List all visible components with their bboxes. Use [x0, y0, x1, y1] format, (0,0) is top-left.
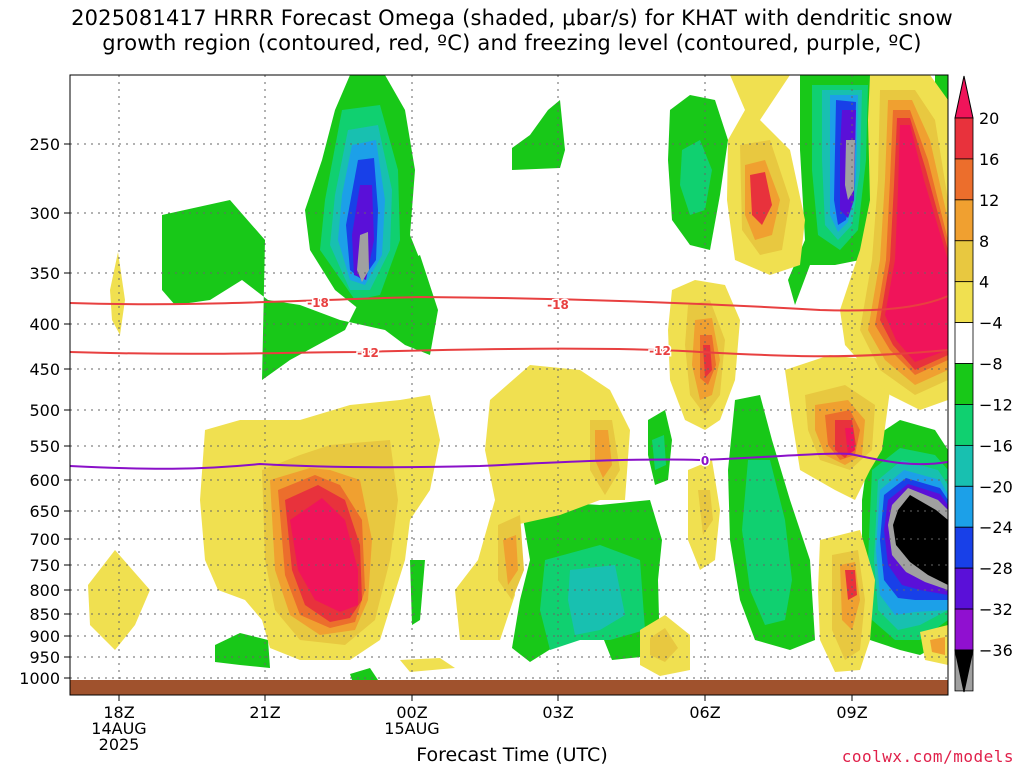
omega-region	[410, 560, 425, 625]
contour-label: 0	[701, 454, 709, 468]
y-tick-label: 850	[29, 605, 60, 624]
omega-region	[845, 140, 855, 200]
colorbar-segment	[954, 608, 974, 651]
colorbar-segment	[954, 567, 974, 610]
omega-region	[930, 637, 945, 655]
omega-region	[652, 435, 666, 470]
y-tick-label: 350	[29, 264, 60, 283]
colorbar-label: −32	[979, 600, 1013, 619]
colorbar-label: −8	[979, 355, 1003, 374]
x-tick-label: 03Z	[542, 703, 573, 722]
contour-line	[70, 295, 948, 312]
colorbar-segment	[954, 117, 974, 160]
x-tick-label: 06Z	[689, 703, 720, 722]
colorbar-label: 16	[979, 150, 999, 169]
y-tick-label: 300	[29, 204, 60, 223]
contour-line	[70, 452, 948, 470]
credit-link[interactable]: coolwx.com/models	[841, 747, 1014, 766]
colorbar-label: −20	[979, 477, 1013, 496]
omega-region	[650, 628, 678, 662]
colorbar-segment	[954, 240, 974, 283]
omega-region	[698, 490, 713, 535]
colorbar-label: −12	[979, 395, 1013, 414]
omega-region	[400, 658, 455, 672]
colorbar-segment	[954, 363, 974, 405]
colorbar-segment	[954, 199, 974, 242]
omega-region	[503, 535, 518, 585]
chart-title: 2025081417 HRRR Forecast Omega (shaded, …	[71, 6, 953, 55]
omega-region	[290, 498, 358, 612]
colorbar-segment	[954, 404, 974, 446]
colorbar-label: 4	[979, 273, 989, 292]
omega-region	[680, 140, 712, 215]
contour-label: -18	[547, 298, 569, 312]
y-tick-label: 750	[29, 556, 60, 575]
plot-frame	[69, 74, 949, 696]
omega-region	[885, 125, 948, 362]
colorbar-segment	[954, 158, 974, 201]
colorbar-segment	[954, 526, 974, 569]
colorbar-label: 20	[979, 109, 999, 128]
omega-region	[845, 570, 857, 600]
omega-region	[742, 460, 792, 625]
colorbar: 20 16 12 8 4 −4 −8 −12 −16 −20 −24 −28 −32 −36	[954, 75, 1013, 693]
contour-label: -18	[307, 296, 329, 310]
omega-region	[750, 172, 772, 225]
y-tick-label: 400	[29, 315, 60, 334]
y-tick-label: 800	[29, 581, 60, 600]
contour-line	[70, 347, 948, 358]
x-tick-label: 21Z	[249, 703, 280, 722]
omega-region	[568, 565, 625, 635]
y-tick-label: 500	[29, 401, 60, 420]
grid	[70, 75, 948, 680]
contour-label: -12	[649, 344, 671, 358]
y-tick-label: 900	[29, 627, 60, 646]
colorbar-segment	[954, 322, 974, 364]
omega-region	[595, 430, 612, 478]
colorbar-label: −24	[979, 518, 1013, 537]
x-tick-label: 00Z	[396, 703, 427, 722]
omega-region	[215, 633, 270, 668]
contours: -18 -18 -12 -12 0	[70, 295, 948, 470]
omega-region	[350, 668, 378, 680]
y-tick-label: 700	[29, 530, 60, 549]
x-tick-label: 2025	[99, 735, 140, 754]
omega-region	[162, 200, 438, 380]
colorbar-label: 8	[979, 232, 989, 251]
omega-region	[357, 232, 369, 282]
contour-label: -12	[357, 346, 379, 360]
x-axis-label: Forecast Time (UTC)	[416, 744, 608, 766]
y-tick-label: 650	[29, 502, 60, 521]
colorbar-segment	[954, 649, 974, 693]
y-tick-label: 250	[29, 135, 60, 154]
colorbar-label: 12	[979, 191, 999, 210]
ground-bar	[70, 680, 948, 695]
x-tick-label: 09Z	[836, 703, 867, 722]
colorbar-segment	[954, 444, 974, 487]
y-tick-label: 550	[29, 437, 60, 456]
x-tick-label: 15AUG	[384, 719, 439, 738]
y-tick-label: 950	[29, 648, 60, 667]
colorbar-segment	[954, 485, 974, 528]
y-tick-label: 450	[29, 360, 60, 379]
omega-region	[893, 495, 948, 585]
colorbar-segment	[954, 281, 974, 324]
colorbar-label: −16	[979, 436, 1013, 455]
x-tick-label: 18Z	[103, 703, 134, 722]
omega-region	[512, 100, 565, 170]
y-axis: 250 300 350 400 450 500 550 600 650 700 750 800 850 9…	[19, 135, 70, 688]
y-tick-label: 600	[29, 471, 60, 490]
omega-region	[845, 428, 855, 455]
colorbar-label: −4	[979, 314, 1003, 333]
x-tick-label: 14AUG	[91, 719, 146, 738]
y-tick-label: 1000	[19, 669, 60, 688]
colorbar-label: −36	[979, 641, 1013, 660]
colorbar-label: −28	[979, 559, 1013, 578]
colorbar-segment	[954, 75, 974, 119]
